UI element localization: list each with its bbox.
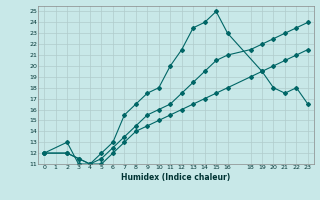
- X-axis label: Humidex (Indice chaleur): Humidex (Indice chaleur): [121, 173, 231, 182]
